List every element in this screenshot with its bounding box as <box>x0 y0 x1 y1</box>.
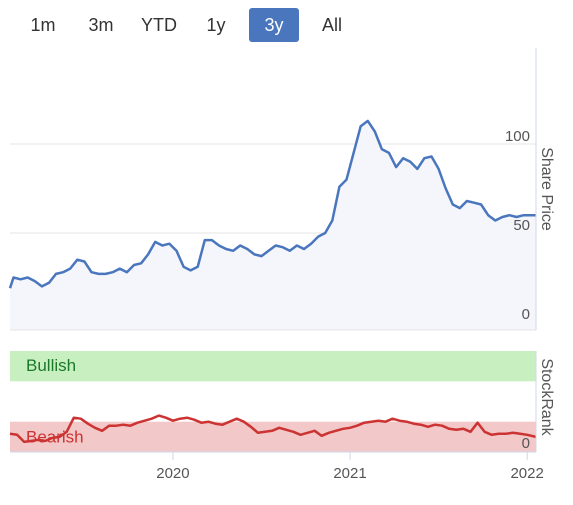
range-button-3y[interactable]: 3y <box>249 8 299 42</box>
x-tick-label: 2021 <box>333 465 366 482</box>
range-button-1m[interactable]: 1m <box>30 15 56 35</box>
price-y-tick-label: 0 <box>522 306 530 323</box>
rank-band-bullish <box>10 351 536 382</box>
rank-y-tick-label: 0 <box>522 435 530 452</box>
x-tick-label: 2020 <box>156 465 189 482</box>
range-button-3m[interactable]: 3m <box>88 15 114 35</box>
stockrank-line <box>9 414 537 444</box>
price-line <box>8 119 536 289</box>
rank-band-bearish <box>10 421 536 452</box>
range-button-1y[interactable]: 1y <box>206 15 226 35</box>
price-y-tick-label: 100 <box>505 128 530 145</box>
price-y-axis-label: Share Price <box>538 147 555 231</box>
range-button-ytd[interactable]: YTD <box>141 15 177 35</box>
price-area <box>10 120 536 331</box>
range-selector: 1m 3m YTD 1y 3y All <box>0 6 573 42</box>
range-button-all[interactable]: All <box>321 15 342 35</box>
price-y-tick-label: 50 <box>513 217 530 234</box>
rank-band-label: Bullish <box>26 356 76 375</box>
rank-y-axis-label: StockRank <box>538 358 555 436</box>
x-tick-label: 2022 <box>510 465 543 482</box>
